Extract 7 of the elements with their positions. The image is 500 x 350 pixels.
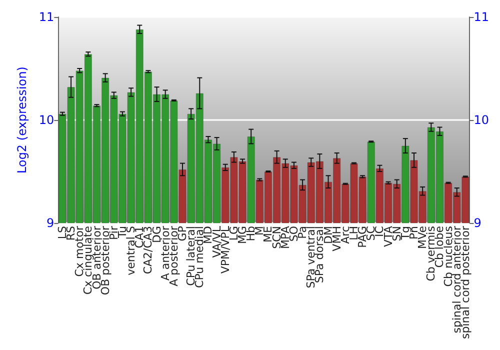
y-tick-label: 9: [46, 216, 54, 230]
y-axis-title: Log2 (expression): [15, 66, 29, 174]
y-tick-label: 10: [38, 113, 54, 128]
y2-tick-label: 11: [474, 10, 490, 24]
y2-tick-label: 9: [474, 216, 482, 230]
y2-tick-label: 10: [474, 113, 490, 128]
y-tick-label: 11: [38, 10, 54, 24]
